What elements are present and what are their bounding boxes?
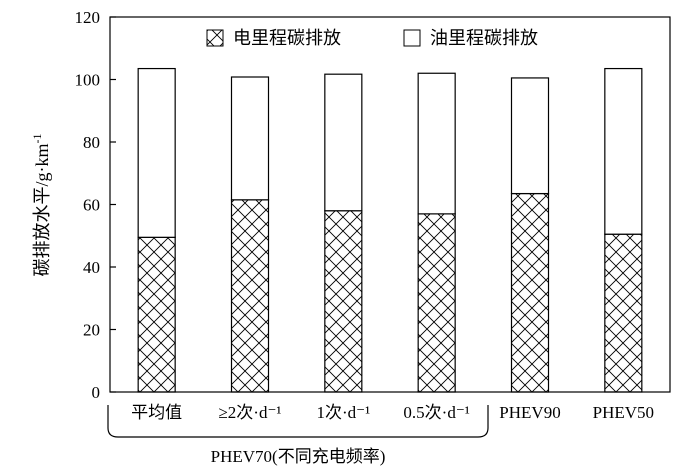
x-tick-label-5: PHEV50 [593, 403, 654, 422]
x-tick-label-2: 1次·d⁻¹ [316, 403, 370, 422]
y-axis-label-main: 碳排放水平/g·km [32, 144, 52, 277]
y-axis-label-superscript: -1 [30, 134, 44, 144]
bar-fuel-0 [137, 67, 176, 238]
bars-layer [137, 67, 643, 393]
y-tick-label-0: 0 [92, 383, 101, 402]
legend-swatch-electric [206, 29, 224, 47]
group-bracket [107, 405, 489, 438]
axes-layer: 平均值 ≥2次·d⁻¹ 1次·d⁻¹ 0.5次·d⁻¹ PHEV90 PHEV50 0 20 4… [75, 8, 671, 422]
legend-label-electric: 电里程碳排放 [233, 28, 341, 48]
x-tick-label-4: PHEV90 [499, 403, 560, 422]
bar-fuel-2 [324, 73, 363, 212]
group-label: PHEV70(不同充电频率) [211, 447, 386, 466]
y-tick-label-3: 60 [83, 196, 100, 215]
bar-electric-5 [604, 233, 643, 393]
plot-frame [109, 16, 671, 393]
y-tick-label-6: 120 [75, 8, 101, 27]
y-tick-label-5: 100 [75, 71, 101, 90]
legend-swatch-fuel [403, 29, 421, 47]
bar-electric-3 [417, 213, 456, 393]
x-tick-label-1: ≥2次·d⁻¹ [218, 403, 281, 422]
bar-electric-1 [230, 199, 270, 393]
y-tick-label-1: 20 [83, 321, 100, 340]
bar-electric-4 [510, 192, 550, 393]
legend-label-fuel: 油里程碳排放 [430, 28, 538, 48]
legend: 电里程碳排放 油里程碳排放 [206, 28, 538, 48]
x-tick-label-0: 平均值 [131, 403, 182, 422]
bar-fuel-4 [510, 77, 550, 195]
bar-fuel-3 [417, 72, 456, 215]
y-tick-label-4: 80 [83, 133, 100, 152]
bar-fuel-1 [230, 76, 270, 201]
y-axis-label: 碳排放水平/g·km-1 [30, 134, 52, 277]
bar-fuel-5 [604, 67, 643, 235]
bar-electric-2 [324, 210, 363, 393]
bar-electric-0 [137, 236, 176, 393]
y-tick-label-2: 40 [83, 258, 100, 277]
x-tick-label-3: 0.5次·d⁻¹ [403, 403, 469, 422]
